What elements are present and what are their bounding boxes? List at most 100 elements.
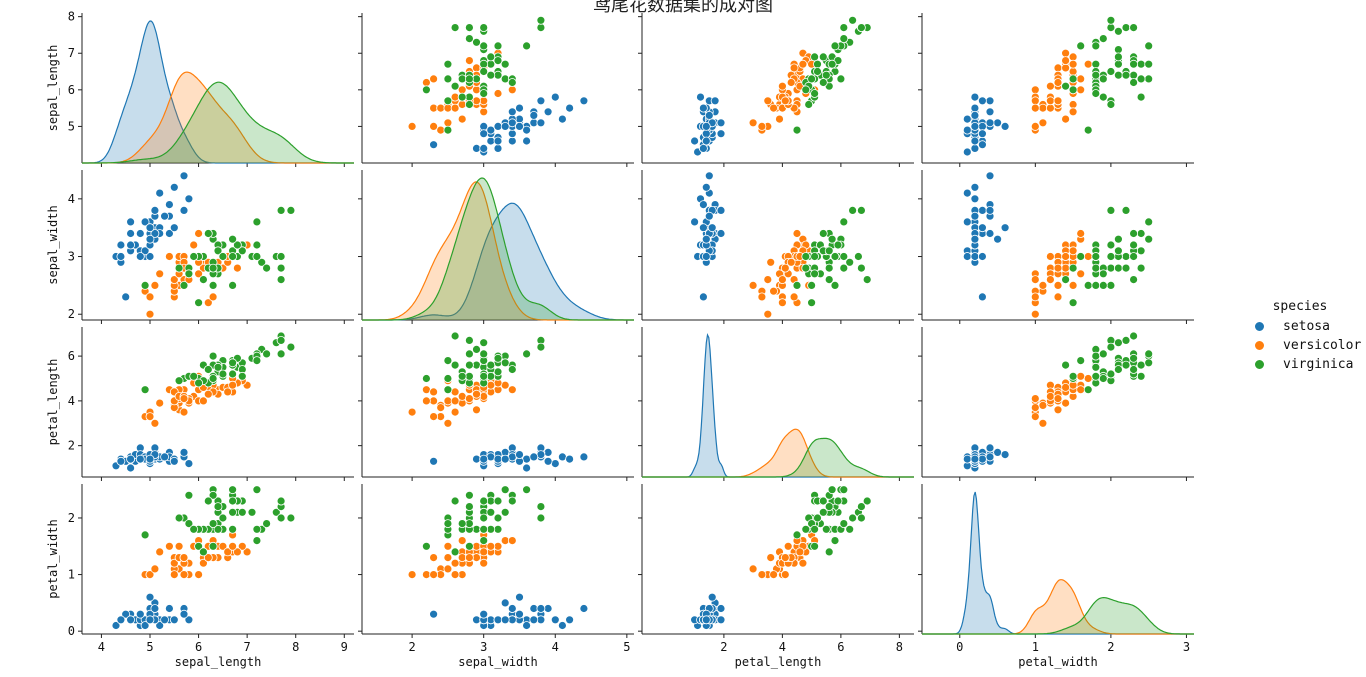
point-virginica-sepal_width-vs-petal_width [1091,252,1101,261]
point-versicolor-sepal_length-vs-petal_width [1083,59,1093,69]
point-versicolor-sepal_width-vs-petal_width [1053,263,1063,273]
point-virginica-sepal_width-vs-sepal_length [276,275,286,285]
point-virginica-petal_length-vs-sepal_length [208,374,218,383]
point-virginica-sepal_width-vs-sepal_length [228,280,238,290]
legend-marker-virginica [1254,359,1265,370]
point-setosa-sepal_length-vs-sepal_width [536,96,546,106]
point-virginica-sepal_length-vs-petal_width [1129,78,1138,87]
point-virginica-sepal_length-vs-sepal_width [500,59,510,69]
point-virginica-petal_width-vs-sepal_length [203,496,213,506]
point-setosa-sepal_length-vs-sepal_width [579,96,589,106]
kde-line-virginica-sepal_width [362,177,634,321]
point-virginica-sepal_length-vs-petal_width [1129,23,1138,33]
point-setosa-sepal_length-vs-sepal_width [486,125,496,135]
y-tick-label-petal_width: 2 [68,511,75,525]
point-versicolor-petal_length-vs-petal_width [1061,398,1070,408]
point-virginica-sepal_length-vs-petal_width [1114,45,1123,54]
point-setosa-sepal_width-vs-sepal_length [116,240,126,250]
point-virginica-sepal_length-vs-petal_width [1144,74,1154,84]
point-virginica-sepal_length-vs-sepal_width [450,23,460,33]
point-virginica-sepal_width-vs-petal_width [1114,263,1123,273]
point-versicolor-petal_length-vs-sepal_width [472,389,481,399]
point-versicolor-petal_length-vs-sepal_length [145,412,155,422]
point-setosa-petal_width-vs-sepal_width [500,615,510,625]
point-virginica-petal_width-vs-petal_length [821,524,831,534]
point-virginica-sepal_length-vs-sepal_width [457,92,467,102]
point-virginica-sepal_width-vs-sepal_length [252,240,262,250]
x-tick-label-sepal_length: 8 [292,640,299,654]
point-virginica-petal_width-vs-sepal_length [208,541,218,551]
point-versicolor-petal_length-vs-sepal_width [507,385,517,395]
point-setosa-petal_width-vs-sepal_width [536,604,546,613]
point-versicolor-petal_length-vs-sepal_width [407,407,417,417]
point-setosa-sepal_width-vs-sepal_length [169,182,179,192]
point-versicolor-petal_width-vs-sepal_length [174,541,184,551]
kde-fill-setosa-sepal_width [362,203,634,320]
point-versicolor-sepal_width-vs-petal_length [778,298,787,308]
point-versicolor-petal_width-vs-sepal_width [507,536,517,545]
point-virginica-sepal_width-vs-sepal_length [228,252,238,261]
point-virginica-petal_length-vs-sepal_width [522,349,531,359]
point-versicolor-petal_width-vs-sepal_length [169,570,179,579]
point-virginica-petal_length-vs-petal_width [1144,349,1154,359]
point-setosa-sepal_length-vs-petal_length [716,129,726,139]
point-setosa-sepal_length-vs-petal_length [710,96,720,106]
point-virginica-petal_length-vs-sepal_width [493,367,503,377]
point-virginica-petal_length-vs-sepal_width [472,344,481,354]
point-versicolor-petal_width-vs-petal_length [795,547,805,557]
point-setosa-petal_width-vs-sepal_length [145,615,155,625]
point-versicolor-sepal_length-vs-petal_width [1061,56,1070,65]
point-versicolor-sepal_width-vs-petal_width [1061,263,1070,273]
point-setosa-sepal_length-vs-petal_length [701,122,711,131]
point-versicolor-petal_width-vs-sepal_length [232,547,242,557]
point-virginica-sepal_length-vs-sepal_width [479,59,489,69]
x-tick-label-sepal_width: 2 [408,640,415,654]
point-virginica-petal_length-vs-sepal_width [479,349,489,359]
point-setosa-petal_width-vs-sepal_width [515,592,524,602]
point-versicolor-sepal_length-vs-petal_width [1038,103,1048,113]
point-virginica-sepal_length-vs-petal_width [1068,74,1078,84]
point-versicolor-petal_width-vs-petal_length [748,564,758,574]
point-setosa-sepal_length-vs-sepal_width [515,114,524,124]
point-setosa-sepal_width-vs-sepal_length [145,223,155,233]
point-virginica-petal_width-vs-sepal_width [479,524,489,534]
point-setosa-sepal_width-vs-petal_width [962,188,972,198]
point-setosa-sepal_length-vs-sepal_width [565,103,574,113]
point-setosa-sepal_width-vs-petal_width [962,217,972,227]
point-versicolor-petal_width-vs-sepal_length [164,541,174,551]
point-setosa-sepal_width-vs-sepal_length [145,234,155,244]
point-versicolor-petal_length-vs-sepal_width [450,396,460,406]
point-virginica-sepal_length-vs-sepal_width [464,74,474,84]
point-versicolor-sepal_length-vs-sepal_width [443,118,453,128]
x-tick-label-petal_width: 2 [1107,640,1114,654]
point-setosa-sepal_width-vs-petal_length [704,211,714,221]
point-setosa-sepal_width-vs-sepal_length [164,200,174,210]
point-setosa-sepal_width-vs-sepal_length [126,229,136,238]
point-virginica-sepal_length-vs-petal_width [1106,100,1116,109]
point-setosa-sepal_length-vs-sepal_width [558,114,567,124]
point-virginica-sepal_length-vs-petal_length [839,34,849,43]
point-versicolor-sepal_width-vs-sepal_length [145,292,155,302]
point-virginica-sepal_width-vs-petal_width [1114,246,1123,256]
point-virginica-sepal_width-vs-petal_width [1136,263,1146,273]
point-versicolor-petal_width-vs-sepal_length [150,564,160,574]
x-tick-label-petal_length: 4 [779,640,786,654]
point-virginica-sepal_length-vs-petal_length [818,52,828,62]
point-virginica-sepal_width-vs-petal_width [1121,252,1131,261]
point-virginica-sepal_length-vs-sepal_width [486,70,496,80]
point-virginica-petal_width-vs-sepal_width [522,485,531,495]
point-virginica-sepal_length-vs-petal_length [813,67,822,76]
point-setosa-petal_width-vs-sepal_width [515,609,524,619]
point-setosa-petal_width-vs-sepal_width [558,621,567,630]
point-virginica-sepal_width-vs-sepal_length [276,205,286,215]
point-virginica-petal_length-vs-petal_width [1129,353,1138,363]
point-setosa-sepal_length-vs-petal_width [970,111,980,120]
point-versicolor-petal_length-vs-sepal_length [203,389,213,399]
point-virginica-sepal_width-vs-petal_length [827,234,837,244]
point-setosa-petal_width-vs-sepal_length [179,609,189,619]
point-setosa-sepal_length-vs-sepal_width [479,129,489,139]
point-setosa-petal_length-vs-sepal_length [126,463,136,473]
point-versicolor-sepal_length-vs-petal_width [1030,103,1040,113]
point-versicolor-petal_width-vs-sepal_width [493,541,503,551]
point-virginica-petal_width-vs-petal_length [810,541,819,551]
